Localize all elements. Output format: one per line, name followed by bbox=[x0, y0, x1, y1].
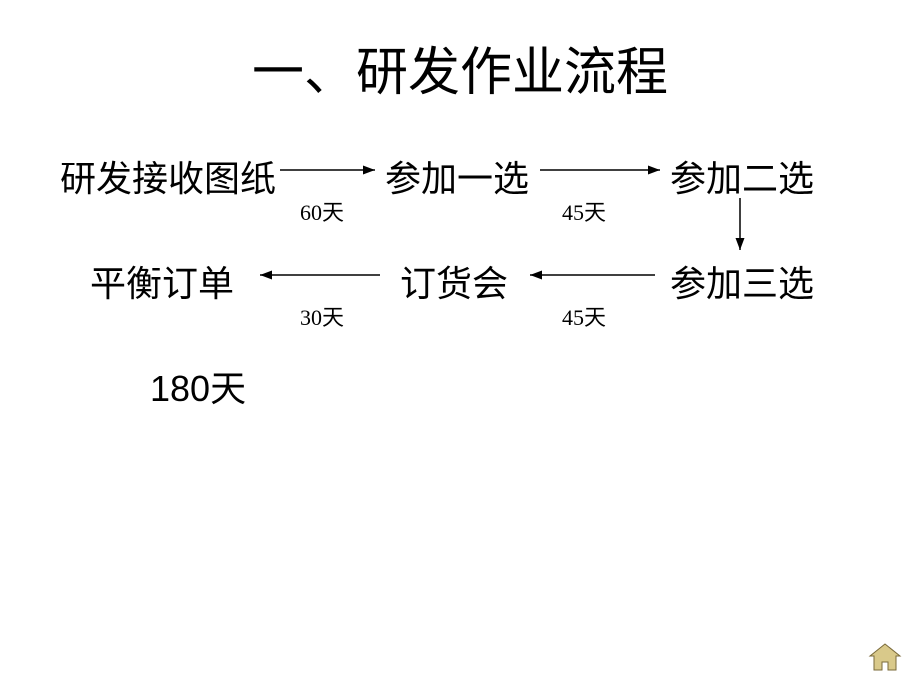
node-n6: 平衡订单 bbox=[90, 255, 234, 307]
summary-total: 180天 bbox=[150, 360, 246, 412]
edge-label-e1: 60天 bbox=[300, 195, 344, 227]
page-title: 一、研发作业流程 bbox=[0, 30, 920, 105]
edge-label-e4: 45天 bbox=[562, 300, 606, 332]
node-n3: 参加二选 bbox=[670, 150, 814, 202]
node-n5: 订货会 bbox=[400, 255, 508, 307]
home-icon[interactable] bbox=[868, 642, 902, 672]
node-n1: 研发接收图纸 bbox=[60, 150, 276, 202]
node-n4: 参加三选 bbox=[670, 255, 814, 307]
node-n2: 参加一选 bbox=[385, 150, 529, 202]
edge-label-e5: 30天 bbox=[300, 300, 344, 332]
edge-label-e2: 45天 bbox=[562, 195, 606, 227]
